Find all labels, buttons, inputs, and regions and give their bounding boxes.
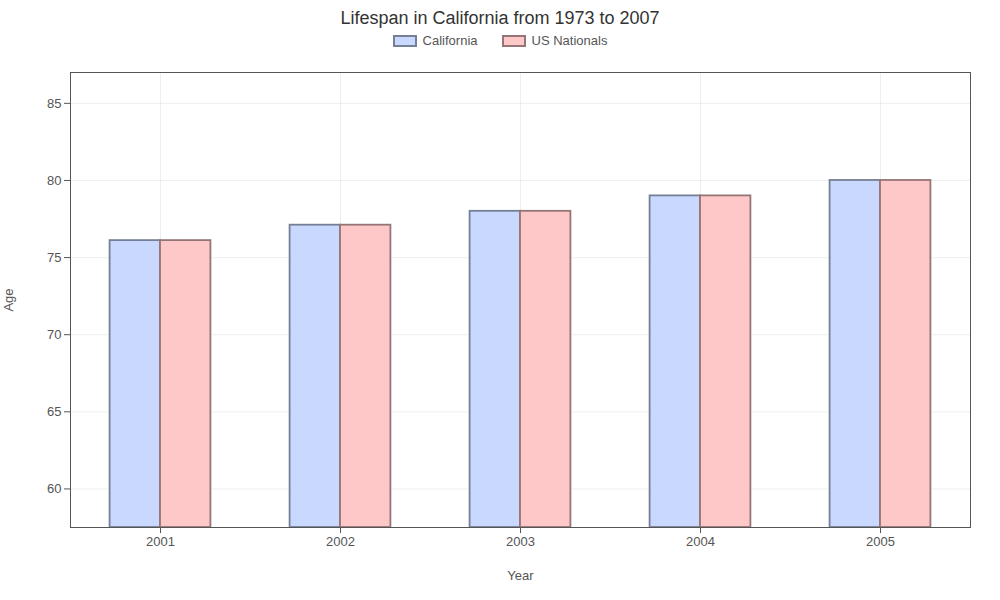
svg-text:2005: 2005 <box>866 534 895 549</box>
svg-text:70: 70 <box>47 327 61 342</box>
svg-text:80: 80 <box>47 173 61 188</box>
svg-text:60: 60 <box>47 481 61 496</box>
svg-text:85: 85 <box>47 96 61 111</box>
svg-text:Age: Age <box>1 288 16 311</box>
svg-text:2002: 2002 <box>326 534 355 549</box>
svg-text:75: 75 <box>47 250 61 265</box>
html-text:US Nationals: US Nationals <box>531 33 608 48</box>
svg-text:2003: 2003 <box>506 534 535 549</box>
html-text:Lifespan in California from 19: Lifespan in California from 1973 to 2007 <box>340 8 660 28</box>
svg-text:2001: 2001 <box>146 534 175 549</box>
svg-text:65: 65 <box>47 404 61 419</box>
svg-text:Year: Year <box>507 568 534 583</box>
svg-text:2004: 2004 <box>686 534 715 549</box>
html-text:California: California <box>422 33 478 48</box>
